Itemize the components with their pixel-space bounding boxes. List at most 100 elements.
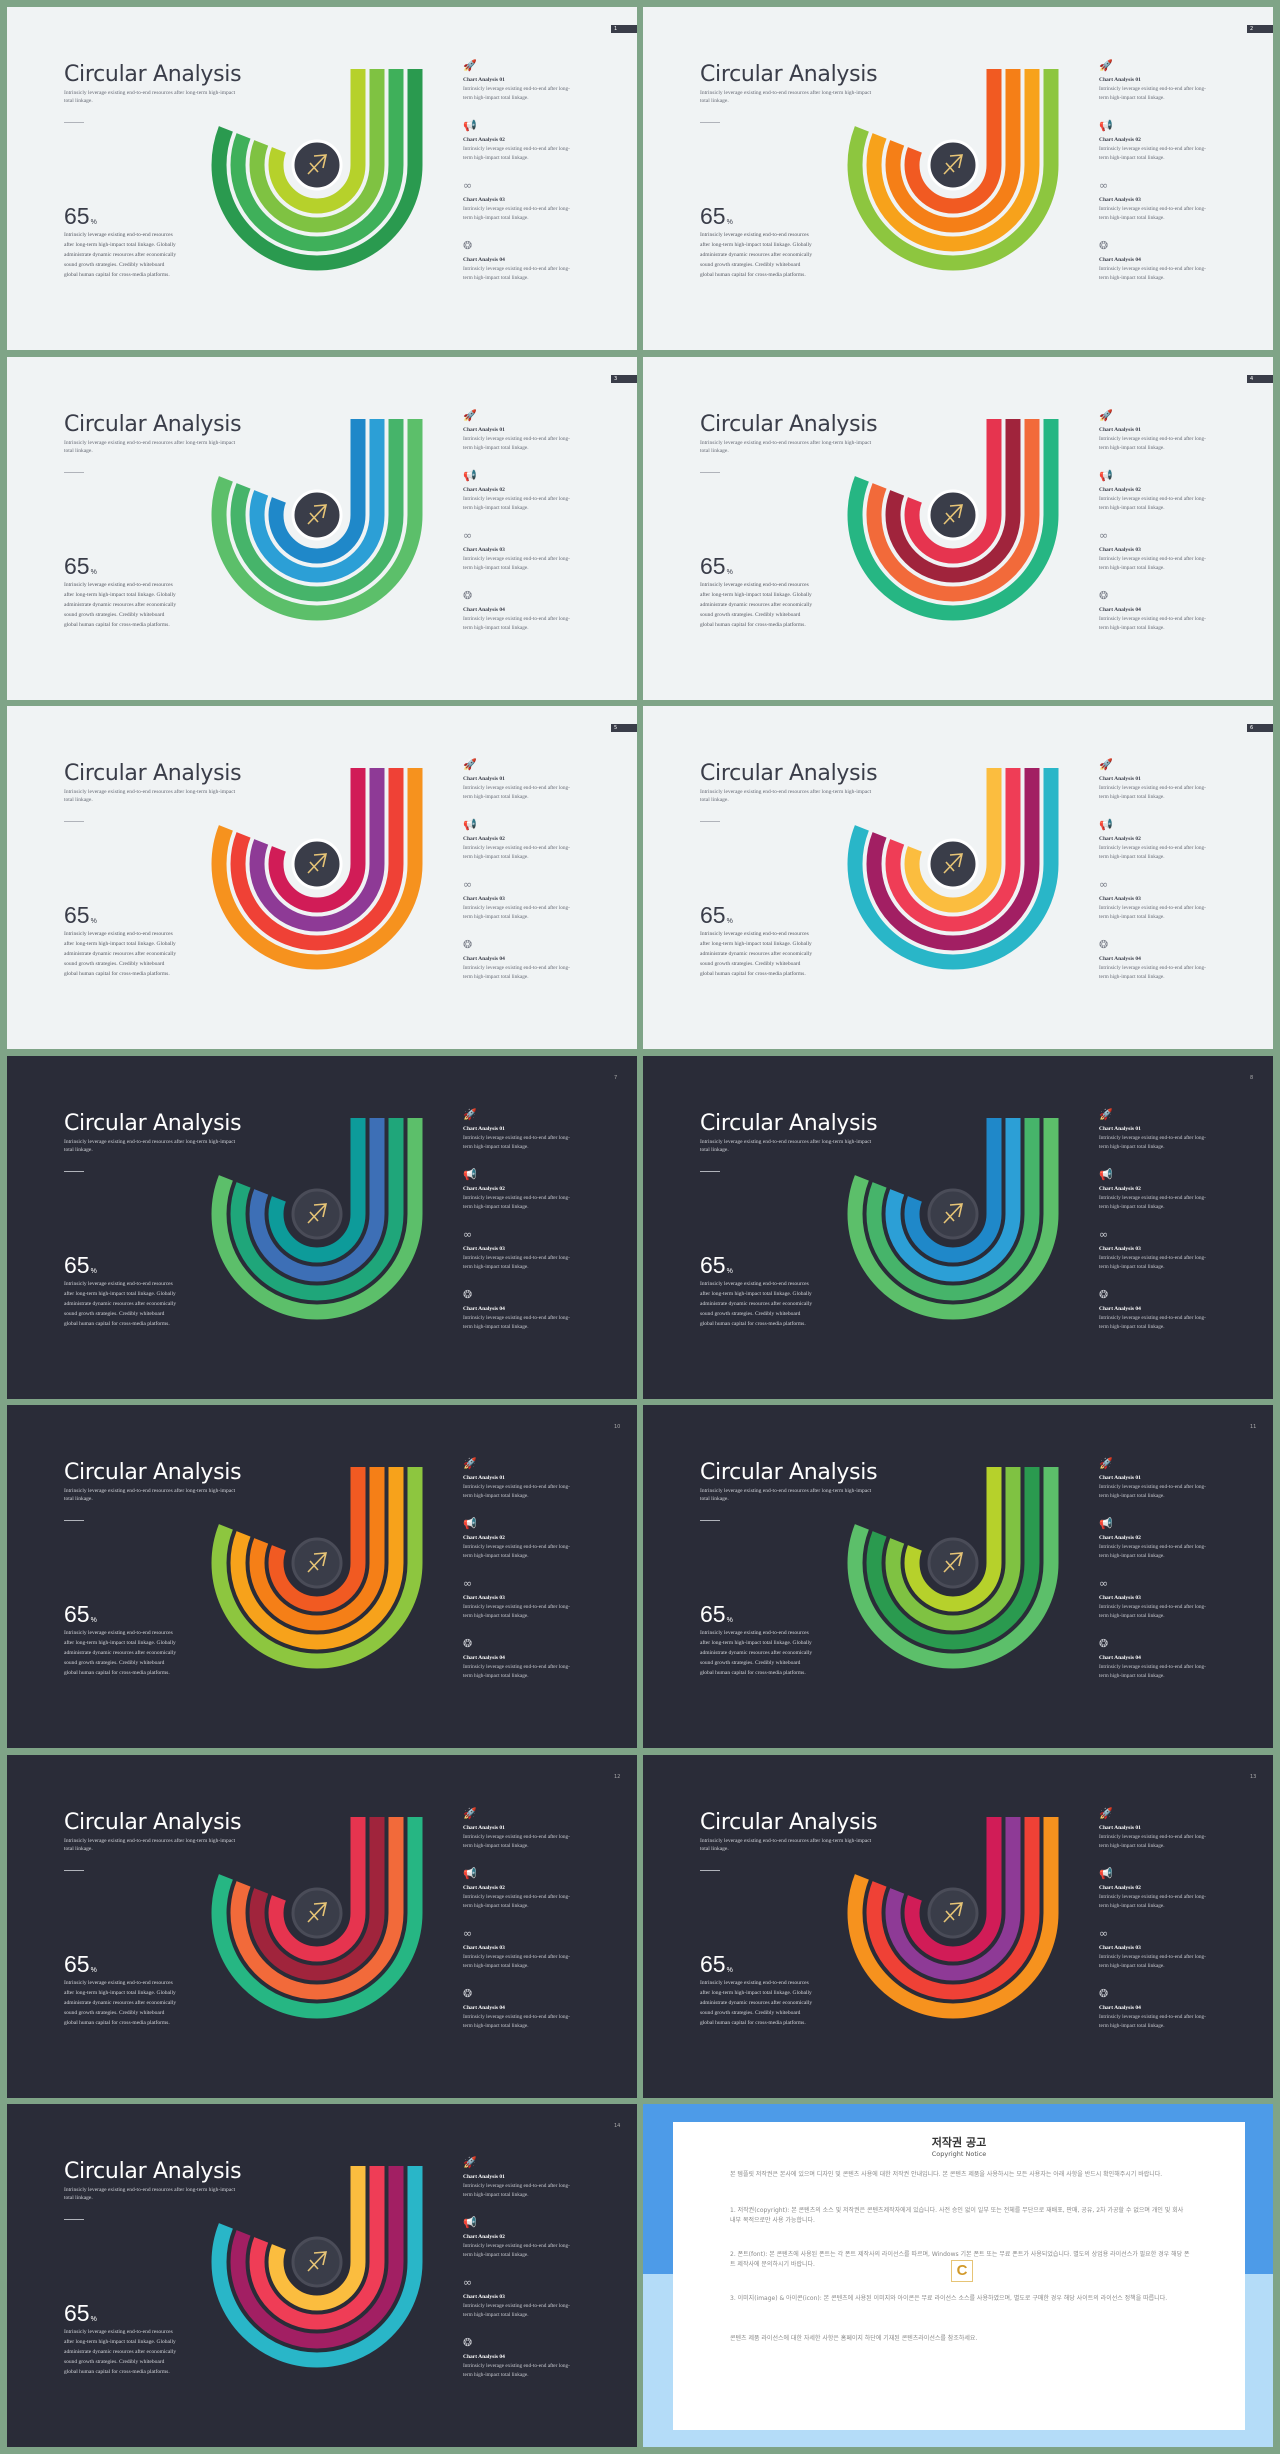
analysis-item: 🚀 Chart Analysis 01 Intrinsicly leverage… — [463, 1457, 603, 1517]
rocket-icon: 🚀 — [1099, 758, 1113, 771]
slide-thumbnail[interactable]: 10 Circular Analysis Intrinsicly leverag… — [7, 1405, 637, 1748]
rocket-icon — [307, 2251, 328, 2272]
analysis-item: ∞ Chart Analysis 03 Intrinsicly leverage… — [463, 529, 603, 589]
arc-band-1 — [847, 1467, 1059, 1669]
item-text: Intrinsicly leverage existing end-to-end… — [463, 2183, 570, 2198]
copyright-intro: 본 템플릿 저작권은 본사에 있으며 디자인 및 콘텐츠 사용에 대한 저작권 … — [730, 2171, 1163, 2178]
binoculars-icon: ∞ — [463, 878, 473, 891]
page-number: 3 — [611, 374, 637, 383]
divider — [700, 1520, 720, 1521]
analysis-item: 📢 Chart Analysis 02 Intrinsicly leverage… — [463, 1517, 603, 1577]
rocket-icon: 🚀 — [1099, 1457, 1113, 1470]
slide-thumbnail[interactable]: 13 Circular Analysis Intrinsicly leverag… — [643, 1754, 1273, 2098]
analysis-item: 📢 Chart Analysis 02 Intrinsicly leverage… — [1099, 818, 1239, 878]
item-text: Intrinsicly leverage existing end-to-end… — [463, 86, 570, 101]
arc-band-3 — [249, 1816, 385, 1980]
slide-thumbnail[interactable]: 4 Circular Analysis Intrinsicly leverage… — [643, 356, 1273, 700]
item-text: Intrinsicly leverage existing end-to-end… — [463, 1194, 570, 1210]
brain-icon: ❂ — [463, 239, 473, 252]
arc-band-2 — [230, 768, 404, 951]
item-text: Intrinsicly leverage existing end-to-end… — [463, 1953, 570, 1969]
slide-thumbnail[interactable]: 2 Circular Analysis Intrinsicly leverage… — [643, 7, 1273, 350]
megaphone-icon: 📢 — [1099, 119, 1113, 132]
copyright-slide[interactable]: 저작권 공고 Copyright Notice 본 템플릿 저작권은 본사에 있… — [643, 2104, 1273, 2447]
arc-band-2 — [230, 1467, 404, 1650]
analysis-item: 📢 Chart Analysis 02 Intrinsicly leverage… — [1099, 1517, 1239, 1577]
slide-thumbnail[interactable]: 3 Circular Analysis Intrinsicly leverage… — [7, 356, 637, 700]
item-text: Intrinsicly leverage existing end-to-end… — [463, 495, 570, 511]
analysis-list: 🚀 Chart Analysis 01 Intrinsicly leverage… — [463, 409, 603, 649]
item-heading: Chart Analysis 02 — [463, 2234, 505, 2240]
arc-band-2 — [230, 418, 404, 601]
arc-band-4 — [268, 1117, 366, 1262]
binoculars-icon: ∞ — [463, 1577, 473, 1590]
rocket-icon: 🚀 — [463, 1457, 477, 1470]
item-heading: Chart Analysis 02 — [463, 1185, 505, 1192]
slide-title: Circular Analysis — [700, 1110, 878, 1136]
analysis-item: 🚀 Chart Analysis 01 Intrinsicly leverage… — [1099, 758, 1239, 818]
arc-band-4 — [904, 768, 1002, 913]
divider — [700, 471, 720, 473]
analysis-item: ∞ Chart Analysis 03 Intrinsicly leverage… — [463, 179, 603, 239]
arc-band-1 — [847, 418, 1059, 620]
page-number: 7 — [611, 1073, 637, 1082]
arc-band-1 — [211, 768, 423, 970]
rocket-icon: 🚀 — [463, 2156, 477, 2169]
slide-thumbnail[interactable]: 1 Circular Analysis Intrinsicly leverage… — [7, 7, 637, 350]
item-heading: Chart Analysis 04 — [463, 2004, 505, 2011]
rocket-icon: 🚀 — [463, 1107, 477, 1121]
arc-band-3 — [885, 1117, 1021, 1281]
arc-band-2 — [230, 2166, 404, 2349]
item-text: Intrinsicly leverage existing end-to-end… — [463, 1893, 570, 1909]
item-heading: Chart Analysis 02 — [1099, 137, 1141, 143]
item-text: Intrinsicly leverage existing end-to-end… — [463, 1484, 570, 1499]
item-text: Intrinsicly leverage existing end-to-end… — [1099, 615, 1206, 631]
megaphone-icon: 📢 — [463, 2216, 477, 2229]
big-percentage: 65% — [700, 1251, 733, 1278]
analysis-item: ❂ Chart Analysis 04 Intrinsicly leverage… — [463, 239, 603, 299]
slide-thumbnail[interactable]: 14 Circular Analysis Intrinsicly leverag… — [7, 2104, 637, 2447]
slide-thumbnail[interactable]: 12 Circular Analysis Intrinsicly leverag… — [7, 1754, 637, 2098]
copyright-clause-2: 2. 폰트(font): 본 콘텐츠에 사용된 폰트는 각 폰트 제작사의 라이… — [730, 2251, 1190, 2268]
slide-thumbnail[interactable]: 7 Circular Analysis Intrinsicly leverage… — [7, 1055, 637, 1399]
copyright-clause-3: 3. 이미지(image) & 아이콘(icon): 본 콘텐츠에 사용된 이미… — [730, 2295, 1168, 2302]
description-paragraph: Intrinsicly leverage existing end-to-end… — [700, 931, 813, 977]
slide-thumbnail[interactable]: 5 Circular Analysis Intrinsicly leverage… — [7, 706, 637, 1049]
item-heading: Chart Analysis 03 — [463, 546, 505, 553]
big-percentage: 65% — [64, 902, 97, 928]
arc-band-2 — [866, 1467, 1040, 1650]
divider — [700, 1170, 720, 1172]
item-text: Intrinsicly leverage existing end-to-end… — [1099, 785, 1206, 800]
analysis-item: 🚀 Chart Analysis 01 Intrinsicly leverage… — [1099, 1108, 1239, 1168]
description-paragraph: Intrinsicly leverage existing end-to-end… — [64, 1630, 177, 1676]
item-text: Intrinsicly leverage existing end-to-end… — [1099, 1953, 1206, 1969]
slide-thumbnail[interactable]: 6 Circular Analysis Intrinsicly leverage… — [643, 706, 1273, 1049]
arc-band-2 — [866, 418, 1040, 601]
description-paragraph: Intrinsicly leverage existing end-to-end… — [700, 1979, 813, 2026]
analysis-item: 🚀 Chart Analysis 01 Intrinsicly leverage… — [463, 59, 603, 119]
brain-icon: ❂ — [463, 2336, 473, 2349]
item-text: Intrinsicly leverage existing end-to-end… — [1099, 1893, 1206, 1909]
item-heading: Chart Analysis 02 — [1099, 1884, 1141, 1891]
slide-subtitle: Intrinsicly leverage existing end-to-end… — [64, 439, 236, 454]
item-heading: Chart Analysis 01 — [463, 1824, 505, 1831]
rocket-icon: 🚀 — [463, 59, 477, 72]
brain-icon: ❂ — [1099, 938, 1109, 951]
rocket-icon: 🚀 — [1099, 1107, 1113, 1121]
item-heading: Chart Analysis 01 — [463, 2174, 505, 2180]
description-paragraph: Intrinsicly leverage existing end-to-end… — [700, 581, 813, 628]
item-text: Intrinsicly leverage existing end-to-end… — [1099, 965, 1206, 980]
analysis-item: 🚀 Chart Analysis 01 Intrinsicly leverage… — [1099, 1457, 1239, 1517]
slide-thumbnail[interactable]: 11 Circular Analysis Intrinsicly leverag… — [643, 1405, 1273, 1748]
arc-band-3 — [885, 768, 1021, 932]
slide-thumbnail[interactable]: 8 Circular Analysis Intrinsicly leverage… — [643, 1055, 1273, 1399]
analysis-item: ∞ Chart Analysis 03 Intrinsicly leverage… — [463, 878, 603, 938]
arc-band-2 — [230, 1117, 404, 1300]
analysis-list: 🚀 Chart Analysis 01 Intrinsicly leverage… — [1099, 1807, 1239, 2047]
slide-title: Circular Analysis — [700, 411, 878, 437]
arc-band-4 — [268, 768, 366, 913]
arc-band-1 — [211, 1816, 423, 2018]
analysis-item: 🚀 Chart Analysis 01 Intrinsicly leverage… — [463, 1807, 603, 1867]
binoculars-icon: ∞ — [463, 528, 473, 542]
arc-band-1 — [847, 768, 1059, 970]
